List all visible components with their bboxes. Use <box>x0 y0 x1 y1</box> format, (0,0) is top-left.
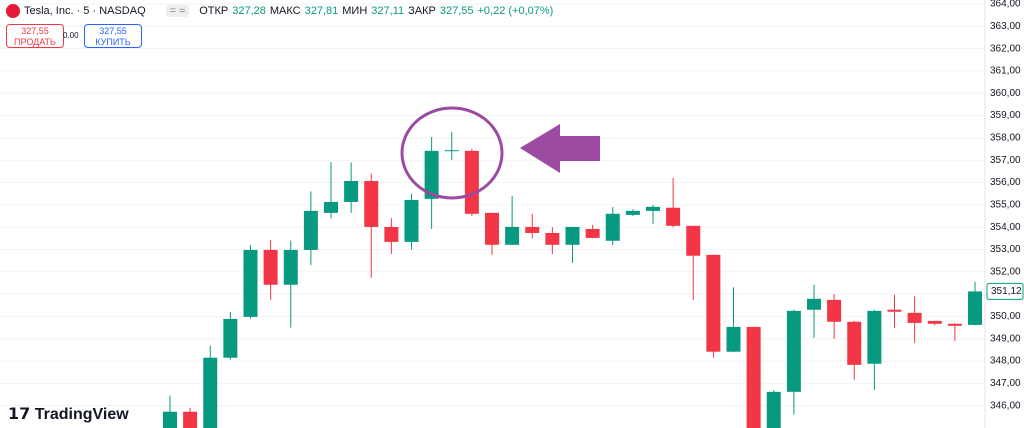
body <box>807 298 821 310</box>
y-tick-label: 346,00 <box>990 400 1021 411</box>
grid <box>0 3 985 407</box>
y-tick-label: 353,00 <box>990 244 1021 255</box>
y-tick-label: 355,00 <box>990 199 1021 210</box>
body <box>947 323 962 326</box>
body <box>485 212 499 245</box>
body <box>324 201 338 213</box>
sell-button[interactable]: 327,55 ПРОДАТЬ <box>6 24 64 48</box>
y-tick-label: 352,00 <box>990 266 1021 277</box>
y-tick-label: 356,00 <box>990 177 1021 188</box>
body <box>726 326 741 352</box>
body <box>565 226 580 245</box>
body <box>243 249 258 317</box>
body <box>163 411 177 428</box>
body <box>223 318 238 358</box>
value: 327,11 <box>371 5 405 17</box>
body <box>384 226 399 242</box>
body <box>746 326 761 428</box>
y-tick-label: 363,00 <box>990 21 1021 32</box>
body <box>867 310 882 364</box>
body <box>968 291 982 325</box>
body <box>686 225 701 256</box>
symbol[interactable]: Tesla, Inc. · 5 · NASDAQ <box>24 5 146 17</box>
y-tick-label: 359,00 <box>990 110 1021 121</box>
buy-label: КУПИТЬ <box>95 37 131 47</box>
y-tick-label: 347,00 <box>990 378 1021 389</box>
y-tick-label: 362,00 <box>990 43 1021 54</box>
brand-name: TradingView <box>34 406 129 423</box>
body <box>183 411 198 428</box>
y-tick-label: 358,00 <box>990 133 1021 144</box>
sell-label: ПРОДАТЬ <box>14 37 56 47</box>
value: 327,81 <box>304 5 339 17</box>
label: ЗАКР <box>408 5 436 17</box>
last-price-box <box>986 282 1024 300</box>
brand-logo: 𝟭𝟳 <box>8 406 35 423</box>
y-tick-label: 360,00 <box>990 88 1021 99</box>
body <box>766 391 781 428</box>
price-axis: 346,00347,00348,00349,00350,00351,00352,… <box>984 0 1024 428</box>
y-tick-label: 348,00 <box>990 356 1021 367</box>
body <box>847 321 862 365</box>
buy-button[interactable]: 327,55 КУПИТЬ <box>84 24 142 48</box>
y-tick-label: 354,00 <box>990 222 1021 233</box>
body <box>203 357 218 428</box>
body <box>605 213 620 241</box>
y-tick-label: 364,00 <box>990 0 1021 10</box>
body <box>364 180 379 227</box>
y-tick-label: 349,00 <box>990 333 1021 344</box>
sell-price: 327,55 <box>21 26 49 36</box>
legend: Tesla, Inc. · 5 · NASDAQ = ≈ ОТКР 327,28 … <box>6 4 553 18</box>
brand[interactable]: 𝟭𝟳 TradingView <box>8 404 129 424</box>
spread: 0.00 <box>63 31 79 40</box>
body <box>283 249 298 285</box>
body <box>827 299 842 322</box>
body <box>263 249 278 285</box>
body <box>907 312 922 323</box>
label: МИН <box>342 5 368 17</box>
body <box>344 180 359 202</box>
body <box>927 320 942 324</box>
value: 327,28 <box>232 5 266 17</box>
value: 327,55 <box>439 5 474 17</box>
change: +0,22 (+0,07%) <box>477 5 554 17</box>
candles <box>163 131 982 428</box>
y-tick-label: 350,00 <box>990 311 1021 322</box>
body <box>545 232 560 245</box>
body <box>646 206 660 211</box>
body <box>786 310 801 392</box>
body <box>424 150 439 199</box>
body <box>464 150 479 214</box>
body <box>505 226 520 245</box>
buy-price: 327,55 <box>99 26 127 36</box>
body <box>666 207 681 226</box>
annotation-arrow <box>520 124 600 173</box>
body <box>887 309 902 312</box>
y-tick-label: 357,00 <box>990 155 1021 166</box>
annotation-circle <box>400 106 504 200</box>
body <box>525 226 540 233</box>
indicator-toggle[interactable]: = ≈ <box>165 5 190 17</box>
label: МАКС <box>269 5 301 17</box>
body <box>404 199 419 242</box>
last-price-label: 351,12 <box>991 286 1022 297</box>
body <box>303 210 318 250</box>
body <box>444 150 459 152</box>
body <box>625 210 640 215</box>
label: ОТКР <box>199 5 229 17</box>
y-tick-label: 361,00 <box>990 66 1021 77</box>
body <box>585 228 600 238</box>
symbol-logo <box>6 4 20 18</box>
body <box>706 254 721 352</box>
